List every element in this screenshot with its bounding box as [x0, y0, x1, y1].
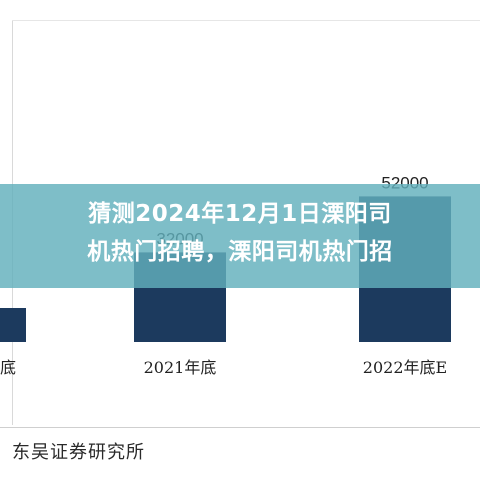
bar-1 — [0, 308, 26, 342]
category-label-1: 底 — [0, 358, 16, 377]
overlay-title: 猜测2024年12月1日溧阳司 机热门招聘，溧阳司机热门招 — [0, 195, 480, 271]
frame-top-rule — [12, 20, 480, 21]
source-separator — [0, 427, 480, 428]
overlay-title-line-1: 猜测2024年12月1日溧阳司 — [88, 201, 392, 227]
title-overlay-band — [0, 184, 480, 288]
category-label-2: 2021年底 — [144, 358, 217, 377]
overlay-title-line-2: 机热门招聘，溧阳司机热门招 — [87, 239, 393, 265]
category-label-3: 2022年底E — [363, 358, 447, 377]
source-note: 东吴证券研究所 — [12, 442, 145, 463]
